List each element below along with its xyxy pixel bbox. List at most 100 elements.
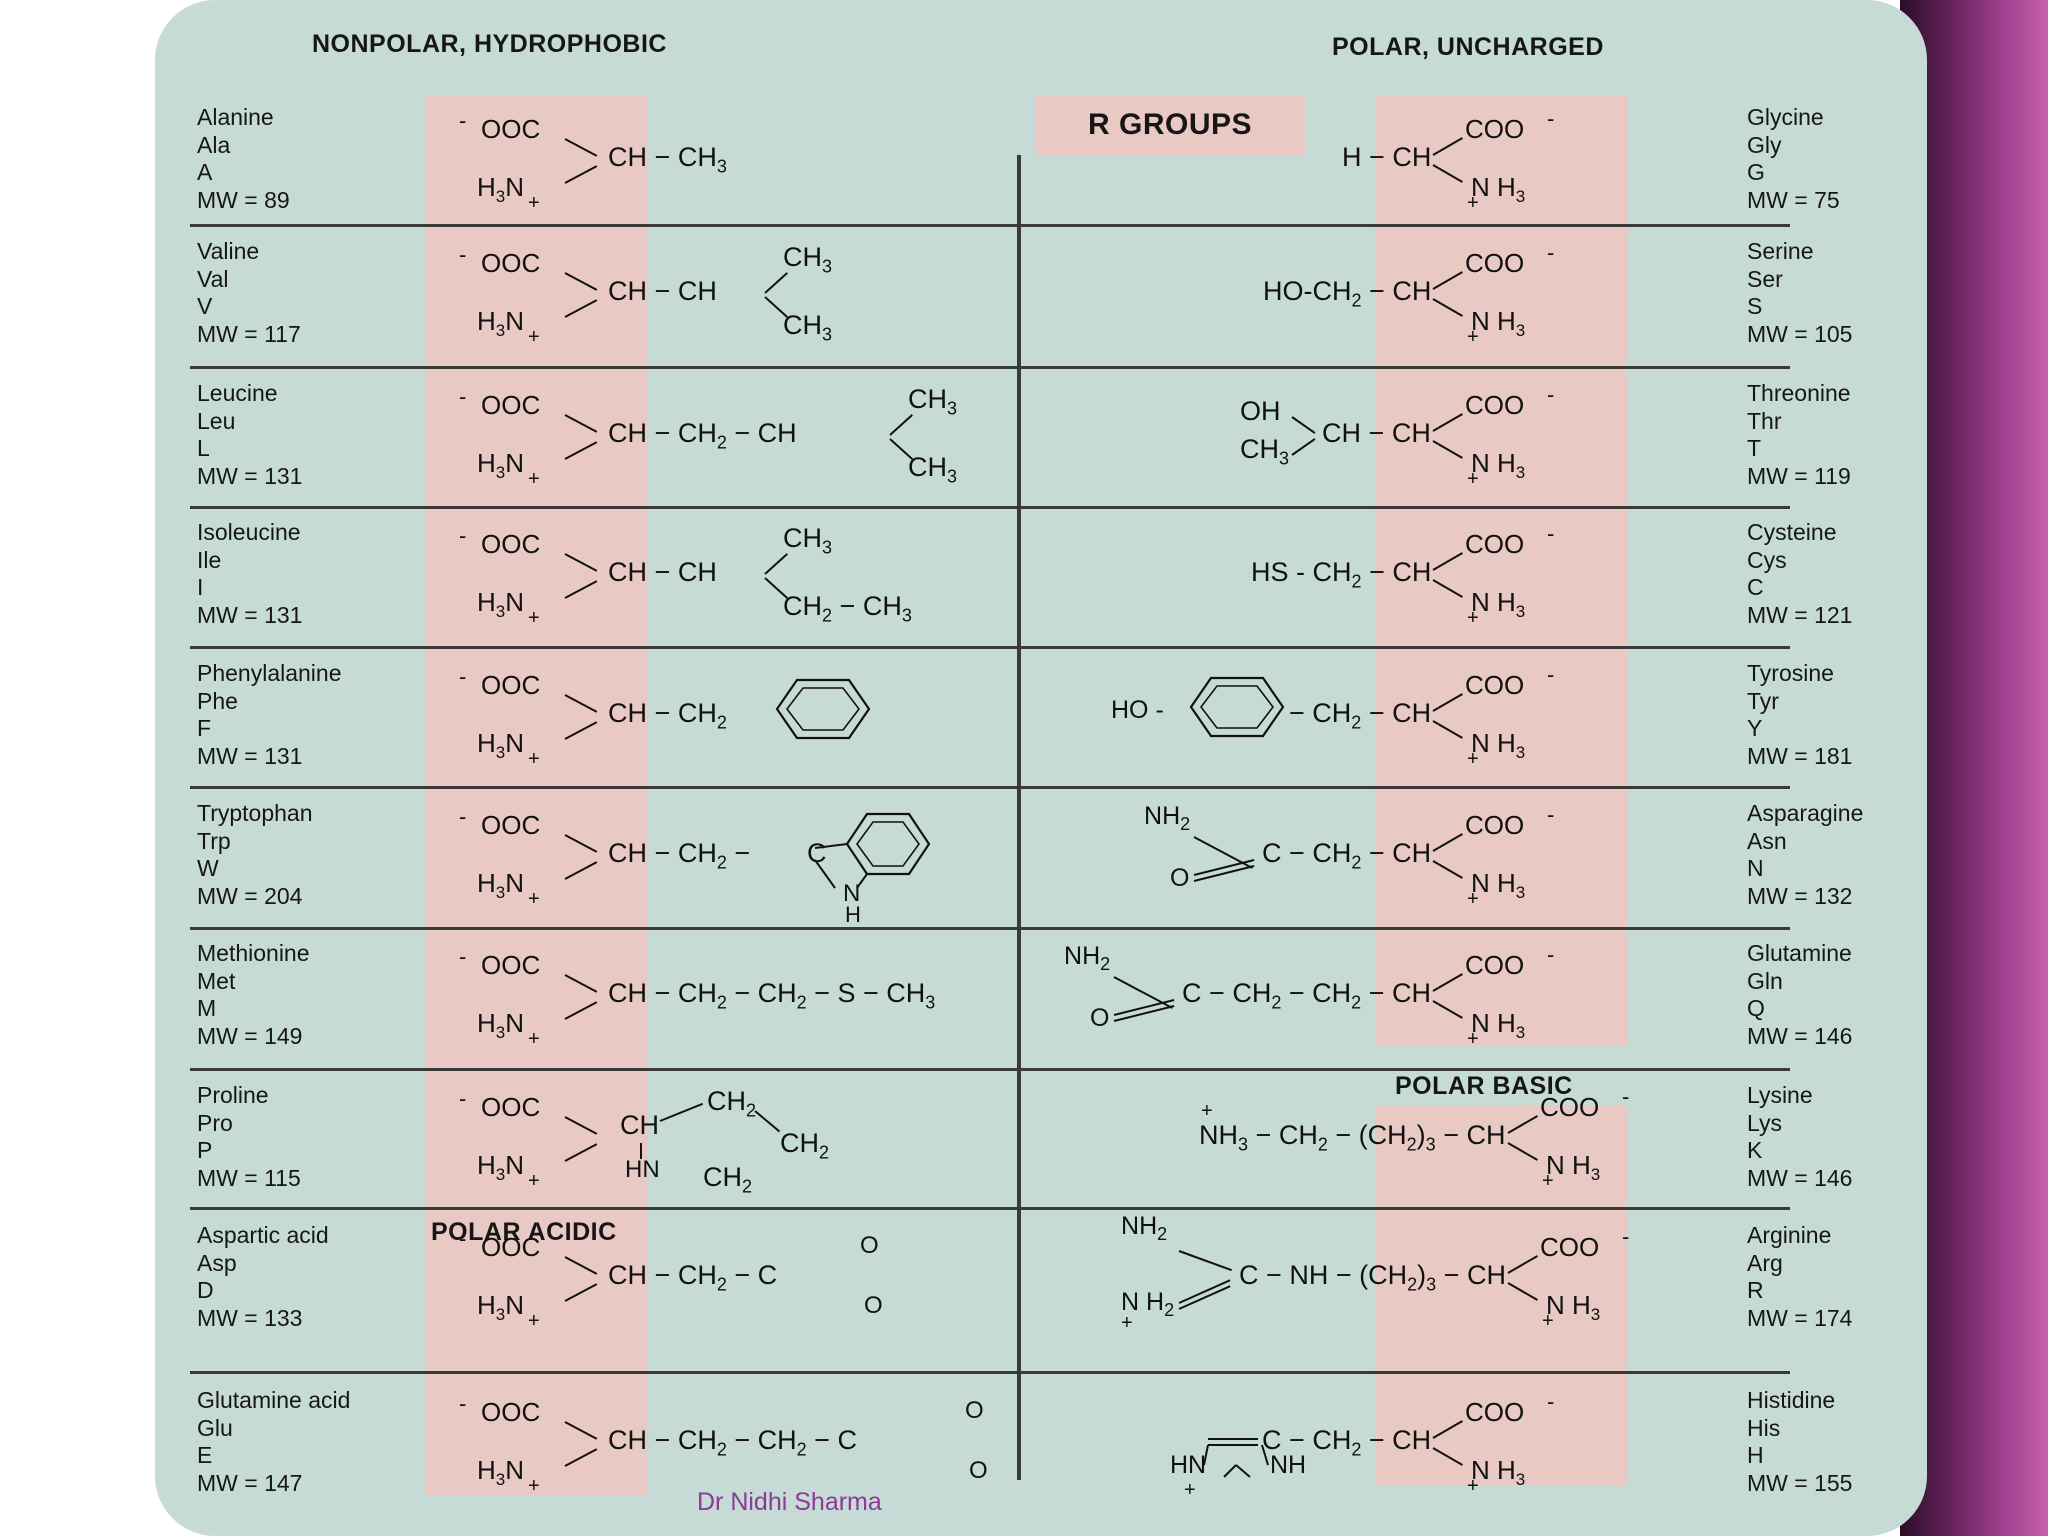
- one-letter-code: G: [1747, 159, 1765, 185]
- molecular-weight: MW = 155: [1747, 1469, 1853, 1496]
- three-letter-code: Gly: [1747, 131, 1782, 158]
- amino-acid-info: Methionine Met M MW = 149: [197, 940, 310, 1050]
- charge-plus: +: [528, 1310, 540, 1332]
- charge-plus: +: [1467, 888, 1479, 910]
- three-letter-code: Phe: [197, 687, 238, 714]
- charge-plus: +: [1467, 326, 1479, 348]
- indole-h: H: [845, 902, 861, 927]
- charge-minus: -: [459, 664, 467, 689]
- amino-acid-name: Glycine: [1747, 104, 1824, 130]
- row-divider: [190, 1068, 1790, 1071]
- amino-acid-name: Lysine: [1747, 1082, 1813, 1108]
- amino-acid-name: Asparagine: [1747, 800, 1864, 826]
- ammonium-group: N H3: [1471, 728, 1526, 763]
- charge-minus: -: [1547, 662, 1555, 687]
- bond-line: [659, 1102, 704, 1122]
- charge-plus: +: [528, 326, 540, 348]
- charge-plus: +: [1467, 1028, 1479, 1050]
- guanidino-nh2-top: NH2: [1121, 1212, 1168, 1244]
- r-group-formula: CH − CH: [1322, 418, 1431, 448]
- ammonium-group: H3N: [477, 172, 525, 207]
- charge-minus: -: [1622, 1084, 1630, 1109]
- charge-minus: -: [459, 108, 467, 133]
- charge-minus: -: [459, 1391, 467, 1416]
- amide-o: O: [1090, 1004, 1110, 1032]
- r-group-formula: CH − CH2 − CH: [608, 418, 797, 453]
- charge-minus: -: [1547, 1389, 1555, 1414]
- ammonium-group: H3N: [477, 1150, 525, 1185]
- amino-acid-name: Arginine: [1747, 1222, 1832, 1248]
- three-letter-code: Cys: [1747, 546, 1787, 573]
- amino-acid-name: Valine: [197, 238, 260, 264]
- three-letter-code: Trp: [197, 827, 231, 854]
- three-letter-code: Val: [197, 265, 229, 292]
- r-group-formula: CH − CH: [608, 557, 717, 587]
- one-letter-code: N: [1747, 855, 1764, 881]
- center-divider: [1017, 155, 1021, 1480]
- hydroxy-prefix: HO -: [1111, 696, 1164, 724]
- molecular-weight: MW = 119: [1747, 462, 1851, 489]
- three-letter-code: Tyr: [1747, 687, 1779, 714]
- indole-c: C: [807, 838, 827, 868]
- one-letter-code: T: [1747, 435, 1762, 461]
- row-divider: [190, 646, 1790, 649]
- carboxylate-group: OOC: [481, 1092, 541, 1122]
- amino-acid-name: Tryptophan: [197, 800, 313, 826]
- amide-nh2: NH2: [1064, 942, 1111, 974]
- molecular-weight: MW = 115: [197, 1164, 301, 1191]
- r-group-formula: CH − CH2: [608, 698, 727, 733]
- amino-acid-info: Alanine Ala A MW = 89: [197, 104, 290, 214]
- bond-line: [1291, 438, 1316, 456]
- amino-acid-name: Alanine: [197, 104, 274, 130]
- one-letter-code: Y: [1747, 715, 1763, 741]
- r-branch-bottom: CH2 − CH3: [783, 591, 912, 626]
- amide-o: O: [1170, 864, 1190, 892]
- molecular-weight: MW = 146: [1747, 1164, 1853, 1191]
- bond-line: [889, 438, 913, 460]
- charge-minus: -: [1547, 106, 1555, 131]
- three-letter-code: His: [1747, 1414, 1781, 1441]
- amino-acid-info: Asparagine Asn N MW = 132: [1747, 800, 1863, 910]
- amino-acid-name: Histidine: [1747, 1387, 1836, 1413]
- charge-plus: +: [528, 1028, 540, 1050]
- amino-acid-chart: NONPOLAR, HYDROPHOBIC POLAR, UNCHARGED R…: [155, 0, 1927, 1536]
- ammonium-group: N H3: [1471, 306, 1526, 341]
- one-letter-code: S: [1747, 293, 1763, 319]
- proline-ch: CH: [620, 1110, 659, 1140]
- row-divider: [190, 1207, 1790, 1210]
- amino-acid-name: Leucine: [197, 380, 278, 406]
- charge-minus: -: [1547, 942, 1555, 967]
- bond-line: [764, 272, 788, 294]
- bond-line: [754, 1110, 781, 1133]
- bond-line: [1193, 836, 1253, 869]
- amino-acid-name: Tyrosine: [1747, 660, 1834, 686]
- r-group-formula: HS - CH2 − CH: [1251, 557, 1432, 592]
- r-branch-top: CH3: [908, 384, 958, 419]
- bond-line: [764, 296, 788, 318]
- ammonium-group: H3N: [477, 1008, 525, 1043]
- charge-plus: +: [1542, 1170, 1554, 1192]
- charge-minus: -: [459, 242, 467, 267]
- charge-plus: +: [1184, 1479, 1196, 1501]
- three-letter-code: Ser: [1747, 265, 1783, 292]
- benzene-ring-icon: [775, 678, 871, 740]
- charge-minus: -: [1547, 240, 1555, 265]
- charge-minus: -: [459, 804, 467, 829]
- polar-uncharged-header: POLAR, UNCHARGED: [1332, 33, 1604, 61]
- one-letter-code: Q: [1747, 995, 1765, 1021]
- amino-acid-info: Isoleucine Ile I MW = 131: [197, 519, 302, 629]
- one-letter-code: C: [1747, 574, 1764, 600]
- ammonium-group: N H3: [1471, 868, 1526, 903]
- molecular-weight: MW = 117: [197, 320, 301, 347]
- charge-plus: +: [528, 192, 540, 214]
- r-group-formula: C − CH2 − CH: [1262, 1425, 1432, 1460]
- ammonium-group: N H3: [1546, 1290, 1601, 1325]
- amino-acid-info: Histidine His H MW = 155: [1747, 1387, 1852, 1497]
- one-letter-code: H: [1747, 1442, 1764, 1468]
- carboxylate-group: OOC: [481, 1232, 541, 1262]
- molecular-weight: MW = 146: [1747, 1022, 1853, 1049]
- carboxylate-group: COO: [1465, 950, 1525, 980]
- amino-acid-info: Proline Pro P MW = 115: [197, 1082, 301, 1192]
- ammonium-group: H3N: [477, 306, 525, 341]
- amino-acid-name: Phenylalanine: [197, 660, 342, 686]
